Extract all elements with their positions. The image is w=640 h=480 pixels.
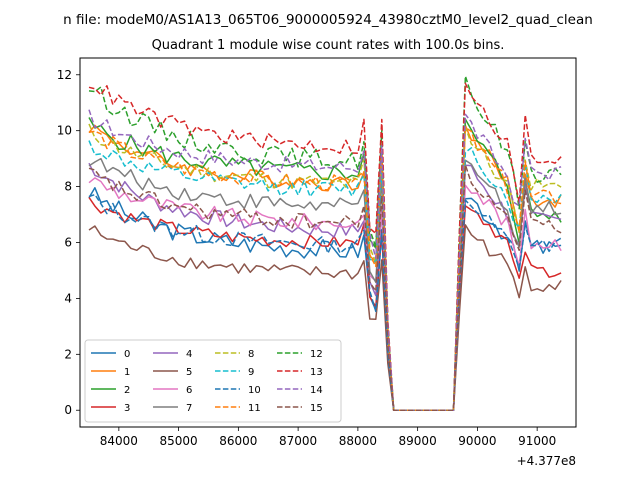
y-axis: 0 2 4 6 8 10 12 xyxy=(57,68,80,417)
series-line-5 xyxy=(88,224,562,411)
y-tick-label: 0 xyxy=(64,403,72,417)
legend-label-8: 8 xyxy=(248,349,254,360)
x-tick-label: 85000 xyxy=(160,434,198,448)
legend-label-7: 7 xyxy=(186,403,192,414)
x-tick-label: 89000 xyxy=(399,434,437,448)
series-line-3 xyxy=(88,196,562,411)
legend-label-5: 5 xyxy=(186,367,192,378)
legend-label-6: 6 xyxy=(186,385,192,396)
series-line-11 xyxy=(88,126,562,411)
y-tick-label: 6 xyxy=(64,236,72,250)
legend-label-9: 9 xyxy=(248,367,254,378)
legend-label-0: 0 xyxy=(124,349,130,360)
chart-title: Quadrant 1 module wise count rates with … xyxy=(152,38,505,53)
series-line-14 xyxy=(88,109,562,411)
x-tick-label: 87000 xyxy=(279,434,317,448)
series-line-15 xyxy=(88,164,562,411)
series-layer xyxy=(88,75,562,411)
y-tick-label: 2 xyxy=(64,347,72,361)
x-axis: 84000 85000 86000 87000 88000 89000 90000 91000 xyxy=(100,427,556,448)
plot-area: 84000 85000 86000 87000 88000 89000 90000 91000… xyxy=(57,57,577,448)
x-tick-label: 86000 xyxy=(219,434,257,448)
series-line-6 xyxy=(88,177,562,411)
series-line-4 xyxy=(88,162,562,411)
legend-label-11: 11 xyxy=(248,403,261,414)
legend-label-1: 1 xyxy=(124,367,130,378)
y-tick-label: 8 xyxy=(64,180,72,194)
legend-label-13: 13 xyxy=(310,367,323,378)
legend-label-4: 4 xyxy=(186,349,192,360)
x-axis-offset-label: +4.377e8 xyxy=(517,454,576,468)
y-tick-label: 10 xyxy=(57,124,72,138)
y-tick-label: 4 xyxy=(64,291,72,305)
legend-label-3: 3 xyxy=(124,403,130,414)
series-line-2 xyxy=(88,117,562,411)
series-line-13 xyxy=(88,82,562,411)
x-tick-label: 88000 xyxy=(339,434,377,448)
legend-label-12: 12 xyxy=(310,349,323,360)
y-tick-label: 12 xyxy=(57,68,72,82)
x-tick-label: 90000 xyxy=(458,434,496,448)
legend-box xyxy=(84,339,342,423)
series-line-7 xyxy=(88,157,562,411)
series-line-10 xyxy=(88,193,562,411)
legend-label-14: 14 xyxy=(310,385,323,396)
legend-label-15: 15 xyxy=(310,403,323,414)
figure-suptitle: n file: modeM0/AS1A13_065T06_9000005924_… xyxy=(63,12,593,28)
x-tick-label: 84000 xyxy=(100,434,138,448)
series-line-12 xyxy=(88,75,562,411)
x-tick-label: 91000 xyxy=(518,434,556,448)
legend-label-10: 10 xyxy=(248,385,261,396)
series-line-8 xyxy=(88,123,562,411)
legend-label-2: 2 xyxy=(124,385,130,396)
